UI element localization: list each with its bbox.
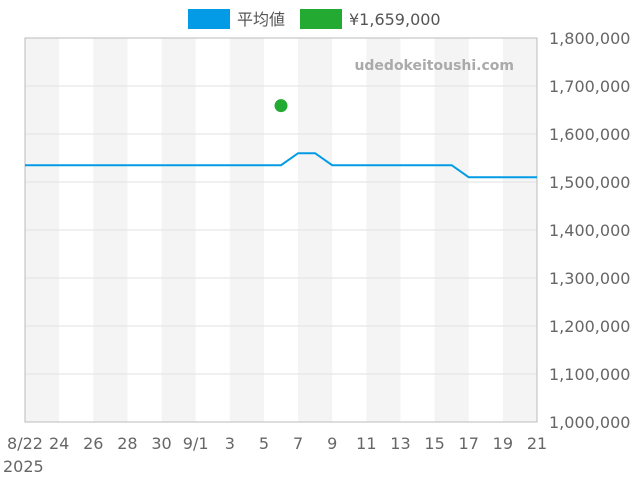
y-axis-ticks: 1,000,000 1,100,000 1,200,000 1,300,000 1,40… [549, 29, 630, 432]
plot-frame [24, 37, 538, 423]
x-axis-ticks: 8/22 24 26 28 30 9/1 3 5 7 9 11 13 15 17 19 21 [7, 434, 547, 453]
x-tick-label: 28 [117, 434, 137, 453]
x-tick-label: 21 [527, 434, 547, 453]
x-tick-label: 9 [327, 434, 337, 453]
x-axis-year-label: 2025 [3, 457, 44, 476]
series-line [25, 152, 537, 179]
series-lines [25, 152, 537, 179]
x-tick-label: 8/22 [7, 434, 43, 453]
y-tick-label: 1,700,000 [549, 77, 630, 96]
legend-swatch [188, 9, 230, 29]
x-tick-label: 5 [259, 434, 269, 453]
x-tick-label: 7 [293, 434, 303, 453]
x-tick-label: 3 [225, 434, 235, 453]
x-tick-label: 17 [459, 434, 479, 453]
y-tick-label: 1,000,000 [549, 413, 630, 432]
legend-label: ¥1,659,000 [349, 10, 441, 29]
x-tick-label: 9/1 [183, 434, 209, 453]
y-tick-label: 1,100,000 [549, 365, 630, 384]
legend-swatch [300, 9, 342, 29]
y-tick-label: 1,200,000 [549, 317, 630, 336]
x-tick-label: 11 [356, 434, 376, 453]
x-tick-label: 13 [390, 434, 410, 453]
x-tick-label: 24 [49, 434, 69, 453]
y-tick-label: 1,600,000 [549, 125, 630, 144]
y-tick-label: 1,500,000 [549, 173, 630, 192]
series-points [274, 99, 288, 113]
y-tick-label: 1,800,000 [549, 29, 630, 48]
y-tick-label: 1,300,000 [549, 269, 630, 288]
x-tick-label: 26 [83, 434, 103, 453]
x-tick-label: 30 [151, 434, 171, 453]
y-tick-label: 1,400,000 [549, 221, 630, 240]
x-tick-label: 15 [424, 434, 444, 453]
legend-label: 平均値 [237, 10, 285, 29]
x-tick-label: 19 [493, 434, 513, 453]
watermark: udedokeitoushi.com [354, 58, 514, 74]
data-point [274, 99, 288, 113]
legend: 平均値 ¥1,659,000 [188, 9, 441, 29]
